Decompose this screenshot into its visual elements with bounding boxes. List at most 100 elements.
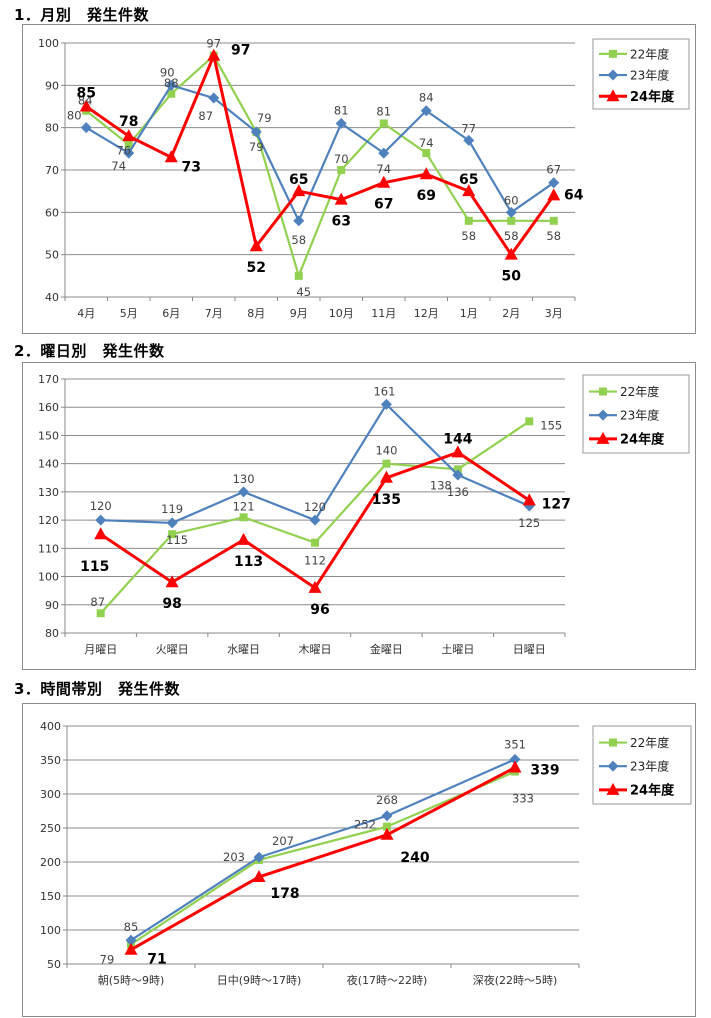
- data-label: 58: [504, 229, 519, 243]
- data-label: 97: [206, 37, 221, 51]
- data-label: 90: [160, 65, 175, 79]
- data-point: [380, 398, 392, 410]
- legend-entry: 23年度: [630, 68, 669, 83]
- data-label: 333: [512, 792, 534, 806]
- y-tick-label: 40: [45, 291, 59, 304]
- y-tick-label: 200: [40, 856, 61, 869]
- data-label: 77: [461, 121, 476, 135]
- legend-entry: 22年度: [620, 384, 659, 399]
- data-label: 135: [372, 492, 401, 508]
- x-tick-label: 日曜日: [513, 643, 546, 656]
- series-line-2: [130, 766, 516, 952]
- legend-entry: 22年度: [630, 735, 669, 750]
- data-label: 87: [90, 595, 105, 609]
- legend-marker: [596, 431, 610, 444]
- y-tick-label: 80: [45, 122, 59, 135]
- data-point: [208, 92, 220, 104]
- y-tick-label: 100: [38, 37, 59, 50]
- data-point: [462, 184, 476, 197]
- data-label: 85: [77, 86, 96, 102]
- legend-marker: [597, 409, 609, 421]
- data-label: 127: [542, 496, 571, 512]
- data-point: [522, 493, 536, 506]
- data-point: [309, 514, 321, 526]
- data-label: 268: [376, 793, 398, 807]
- data-label: 74: [111, 159, 126, 173]
- x-tick-label: 9月: [290, 307, 308, 320]
- data-label: 96: [310, 602, 329, 618]
- data-label: 70: [334, 152, 349, 166]
- series-line-0: [130, 770, 516, 946]
- legend-entry: 23年度: [630, 759, 669, 774]
- data-label: 115: [80, 559, 109, 575]
- chart-weekday: 80 90 100 110 120 130 140 150 160 170 月曜日 火曜日 水曜日 木曜日…: [38, 373, 690, 656]
- data-point: [547, 188, 561, 201]
- x-tick-label: 10月: [329, 307, 354, 320]
- y-tick-label: 100: [40, 924, 61, 937]
- data-point: [379, 119, 388, 128]
- y-tick-label: 90: [45, 599, 59, 612]
- data-point: [123, 147, 135, 159]
- data-label: 67: [374, 197, 393, 213]
- series-line-1: [85, 84, 555, 222]
- data-label: 178: [270, 886, 299, 902]
- y-tick-label: 120: [38, 514, 59, 527]
- data-point: [294, 271, 303, 280]
- data-label: 252: [354, 818, 376, 832]
- data-label: 125: [518, 516, 540, 530]
- chart-timeband: 50 100 150 200 250 300 350 400 朝(5時～9時) 日中(9時～17時…: [40, 720, 692, 987]
- x-tick-label: 朝(5時～9時): [98, 974, 165, 987]
- data-point: [451, 445, 465, 458]
- data-point: [166, 517, 178, 529]
- data-label: 144: [443, 431, 472, 447]
- x-tick-label: 深夜(22時～5時): [473, 973, 558, 987]
- y-tick-label: 300: [40, 788, 61, 801]
- data-point: [165, 79, 177, 91]
- data-point: [94, 527, 108, 540]
- data-point: [122, 129, 136, 142]
- data-point: [337, 166, 346, 174]
- x-tick-label: 月曜日: [84, 643, 117, 656]
- data-label: 120: [90, 499, 112, 513]
- data-label: 138: [430, 478, 452, 492]
- data-label: 65: [289, 172, 308, 188]
- data-label: 65: [459, 172, 478, 188]
- data-label: 45: [296, 285, 311, 299]
- legend-marker: [599, 387, 607, 396]
- x-tick-label: 木曜日: [299, 643, 332, 656]
- data-label: 52: [247, 260, 266, 276]
- series-line-2: [85, 54, 555, 257]
- chart-panel-weekday: 80 90 100 110 120 130 140 150 160 170 月曜日 火曜日 水曜日 木曜日…: [22, 362, 696, 670]
- data-label: 80: [67, 109, 82, 123]
- data-label: 207: [272, 834, 294, 848]
- data-label: 161: [373, 384, 395, 398]
- data-point: [253, 851, 265, 863]
- data-label: 87: [198, 109, 213, 123]
- data-point: [165, 575, 179, 588]
- y-tick-label: 400: [40, 720, 61, 733]
- data-label: 76: [116, 144, 131, 158]
- data-label: 79: [100, 952, 115, 966]
- x-tick-label: 7月: [205, 307, 223, 320]
- data-label: 60: [504, 193, 519, 207]
- y-tick-label: 80: [45, 627, 59, 640]
- data-label: 67: [546, 163, 561, 177]
- x-tick-label: 夜(17時～22時): [347, 973, 428, 987]
- data-label: 339: [530, 762, 559, 778]
- data-label: 74: [419, 136, 434, 150]
- x-tick-label: 12月: [414, 307, 439, 320]
- y-tick-label: 130: [38, 486, 59, 499]
- data-point: [207, 48, 221, 61]
- data-point: [507, 216, 516, 225]
- data-label: 50: [502, 269, 522, 285]
- data-label: 58: [461, 229, 476, 243]
- legend-marker: [607, 69, 619, 81]
- data-point: [525, 417, 534, 426]
- data-label: 73: [182, 159, 201, 175]
- data-label: 140: [375, 444, 397, 458]
- data-point: [508, 760, 522, 773]
- chart-monthly: 40 50 60 70 80 90 100 4月 5月 6月 7月 8月 9月 10月 11月 12月 1月 2月…: [38, 37, 690, 320]
- data-label: 74: [376, 162, 391, 176]
- data-label: 119: [161, 502, 183, 516]
- x-tick-label: 8月: [247, 307, 265, 320]
